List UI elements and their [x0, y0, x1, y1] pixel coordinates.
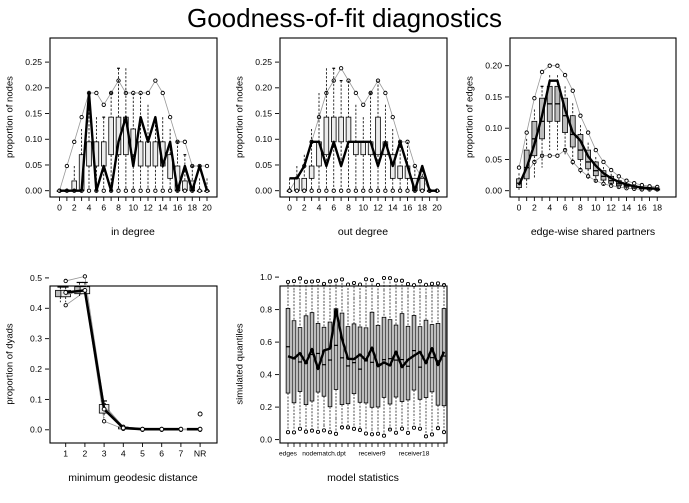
svg-text:14: 14: [158, 203, 168, 213]
svg-text:0.05: 0.05: [255, 160, 272, 170]
svg-text:16: 16: [173, 203, 183, 213]
svg-text:20: 20: [432, 203, 442, 213]
svg-text:8: 8: [346, 203, 351, 213]
svg-text:0.2: 0.2: [260, 402, 272, 412]
svg-text:0.2: 0.2: [30, 364, 42, 374]
svg-text:12: 12: [143, 203, 153, 213]
svg-text:18: 18: [417, 203, 427, 213]
svg-text:1: 1: [63, 449, 68, 459]
svg-text:14: 14: [388, 203, 398, 213]
svg-text:12: 12: [606, 203, 616, 213]
svg-text:0.15: 0.15: [255, 108, 272, 118]
svg-text:0.15: 0.15: [485, 92, 502, 102]
svg-text:6: 6: [563, 203, 568, 213]
svg-text:0.00: 0.00: [255, 186, 272, 196]
svg-text:0.05: 0.05: [25, 160, 42, 170]
svg-text:4: 4: [317, 203, 322, 213]
svg-text:0.0: 0.0: [260, 435, 272, 445]
svg-text:6: 6: [159, 449, 164, 459]
svg-text:0.15: 0.15: [25, 108, 42, 118]
svg-text:16: 16: [403, 203, 413, 213]
svg-text:0.8: 0.8: [260, 305, 272, 315]
svg-text:2: 2: [72, 203, 77, 213]
svg-text:0: 0: [57, 203, 62, 213]
svg-text:receiver18: receiver18: [399, 451, 430, 458]
svg-text:0.20: 0.20: [255, 83, 272, 93]
svg-text:edges: edges: [279, 451, 298, 458]
svg-text:0.6: 0.6: [260, 337, 272, 347]
svg-text:0.5: 0.5: [30, 273, 42, 283]
svg-text:0.25: 0.25: [255, 57, 272, 67]
svg-text:6: 6: [101, 203, 106, 213]
svg-text:0.0: 0.0: [30, 425, 42, 435]
svg-text:7: 7: [179, 449, 184, 459]
svg-text:10: 10: [358, 203, 368, 213]
svg-text:0.05: 0.05: [485, 154, 502, 164]
svg-text:0.20: 0.20: [25, 83, 42, 93]
svg-text:2: 2: [83, 449, 88, 459]
svg-text:10: 10: [128, 203, 138, 213]
svg-text:nodematch.dpt: nodematch.dpt: [302, 451, 346, 458]
svg-text:0.00: 0.00: [485, 186, 502, 196]
svg-text:0.1: 0.1: [30, 394, 42, 404]
svg-text:10: 10: [591, 203, 601, 213]
svg-text:6: 6: [331, 203, 336, 213]
svg-text:0.10: 0.10: [485, 123, 502, 133]
svg-text:14: 14: [622, 203, 632, 213]
svg-text:0.4: 0.4: [260, 370, 272, 380]
svg-text:2: 2: [302, 203, 307, 213]
svg-text:16: 16: [637, 203, 647, 213]
svg-text:20: 20: [202, 203, 212, 213]
svg-text:0: 0: [287, 203, 292, 213]
svg-text:12: 12: [373, 203, 383, 213]
svg-text:4: 4: [121, 449, 126, 459]
svg-text:4: 4: [87, 203, 92, 213]
svg-text:0.10: 0.10: [255, 134, 272, 144]
svg-text:0.10: 0.10: [25, 134, 42, 144]
svg-text:0.25: 0.25: [25, 57, 42, 67]
svg-text:0.20: 0.20: [485, 61, 502, 71]
svg-text:18: 18: [187, 203, 197, 213]
svg-text:0: 0: [517, 203, 522, 213]
svg-text:0.4: 0.4: [30, 303, 42, 313]
svg-text:NR: NR: [194, 449, 206, 459]
svg-text:receiver9: receiver9: [358, 451, 385, 458]
svg-text:2: 2: [532, 203, 537, 213]
svg-text:0.00: 0.00: [25, 186, 42, 196]
svg-text:3: 3: [102, 449, 107, 459]
svg-text:8: 8: [578, 203, 583, 213]
svg-text:1.0: 1.0: [260, 272, 272, 282]
svg-text:18: 18: [652, 203, 662, 213]
svg-text:0.3: 0.3: [30, 334, 42, 344]
svg-text:4: 4: [547, 203, 552, 213]
svg-text:8: 8: [116, 203, 121, 213]
svg-text:5: 5: [140, 449, 145, 459]
